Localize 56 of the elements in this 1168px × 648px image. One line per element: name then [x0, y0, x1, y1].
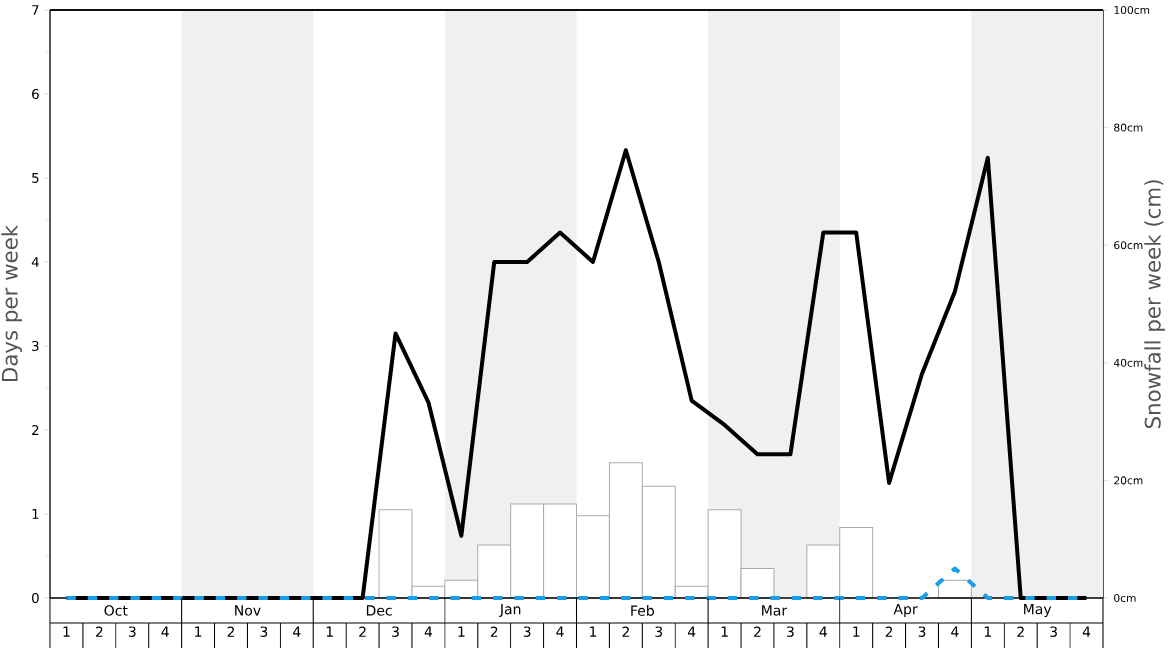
- x-tick-label: 1: [195, 626, 202, 637]
- y-tick-label: 1: [32, 509, 39, 519]
- x-tick-label: 2: [1017, 626, 1024, 637]
- y2-tick-label: 0cm: [1114, 593, 1136, 603]
- x-tick-label: 1: [853, 626, 860, 637]
- x-tick-label: 4: [687, 626, 696, 637]
- x-tick-label: 3: [787, 626, 794, 637]
- y-axis-title: Days per week: [1, 224, 22, 382]
- x-tick-label: 4: [951, 626, 959, 637]
- text: Dec: [366, 605, 392, 616]
- x-tick-label: 3: [1050, 626, 1057, 637]
- x-tick-label: 4: [556, 626, 564, 637]
- x-tick-label: 4: [424, 626, 433, 637]
- x-tick-label: 1: [984, 626, 991, 637]
- y2-tick-label: 40cm: [1113, 358, 1143, 367]
- text: May: [1024, 603, 1052, 618]
- x-tick-label: 4: [819, 626, 827, 637]
- y-tick-label: 2: [32, 425, 39, 435]
- x-tick-label: 2: [95, 626, 103, 637]
- y2-tick-label: 100cm: [1114, 5, 1150, 15]
- y-tick-label: 6: [32, 88, 39, 100]
- y2-tick-label: 80cm: [1114, 123, 1143, 132]
- x-tick-label: 2: [359, 626, 366, 637]
- x-tick-label: 1: [326, 626, 333, 637]
- x-tick-label: 2: [754, 626, 761, 637]
- x-tick-label: 3: [392, 626, 399, 637]
- x-tick-label: 2: [885, 626, 893, 637]
- y-tick-label: 5: [32, 173, 39, 183]
- y-tick-label: 3: [32, 340, 39, 352]
- x-tick-label: 2: [622, 626, 629, 637]
- x-tick-label: 3: [128, 626, 136, 637]
- text: Mar: [762, 605, 788, 616]
- y2-axis-title: Snowfall per week (cm): [1144, 180, 1165, 429]
- x-tick-label: 3: [655, 626, 663, 637]
- x-tick-label: 4: [161, 626, 169, 637]
- x-tick-label: 3: [523, 626, 531, 637]
- x-tick-label: 1: [590, 626, 597, 637]
- x-tick-label: 2: [490, 626, 498, 637]
- text: Jan: [499, 603, 521, 617]
- x-tick-label: 4: [1082, 626, 1091, 637]
- x-tick-label: 3: [918, 626, 926, 637]
- text: Feb: [631, 605, 654, 616]
- text: Apr: [893, 603, 918, 618]
- y2-tick-label: 20cm: [1114, 476, 1143, 485]
- text: Oct: [104, 605, 128, 616]
- y-tick-label: 0: [32, 592, 39, 604]
- y-tick-label: 4: [31, 257, 39, 267]
- text: Nov: [235, 605, 261, 616]
- x-tick-label: 2: [227, 626, 235, 637]
- x-tick-label: 1: [63, 626, 70, 637]
- x-tick-label: 1: [458, 626, 465, 637]
- y-tick-label: 7: [32, 5, 39, 15]
- x-tick-label: 3: [260, 626, 268, 637]
- y2-tick-label: 60cm: [1114, 241, 1143, 250]
- x-tick-label: 4: [293, 626, 301, 637]
- x-tick-label: 1: [721, 626, 728, 637]
